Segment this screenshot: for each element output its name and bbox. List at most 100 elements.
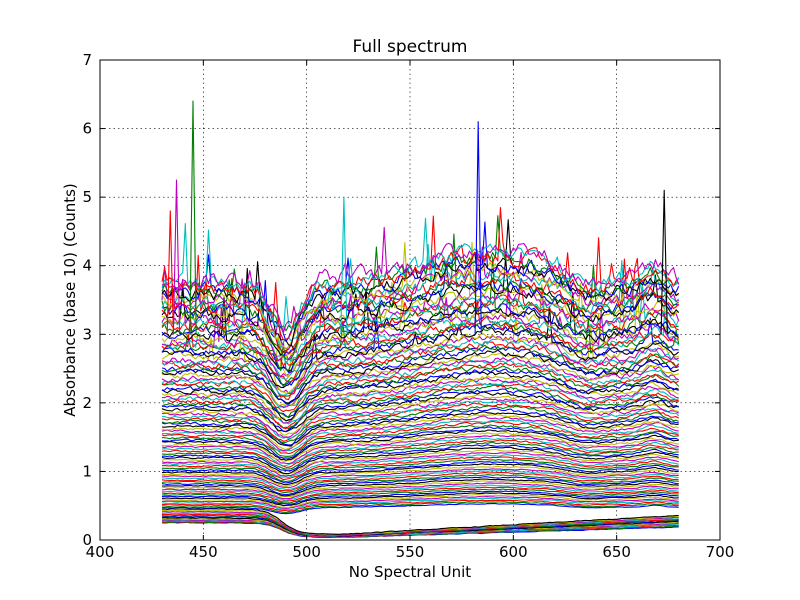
series-line: [161, 441, 679, 470]
x-tick-label: 500: [292, 543, 321, 561]
x-tick-label: 600: [499, 543, 528, 561]
series-line: [161, 501, 679, 514]
series-line: [161, 408, 679, 446]
series-line: [161, 432, 679, 462]
series-line: [161, 283, 680, 378]
series-line: [161, 494, 679, 508]
series-line: [161, 384, 679, 430]
series-line: [161, 419, 679, 452]
series-line: [161, 476, 679, 496]
series-line: [161, 317, 680, 387]
series-line: [161, 499, 679, 512]
y-axis-label: Absorbance (base 10) (Counts): [61, 183, 79, 417]
series-line: [161, 207, 680, 341]
series-line: [161, 246, 679, 350]
series-line: [161, 362, 680, 413]
series-line: [161, 448, 679, 475]
series-line: [161, 221, 680, 342]
series-line: [161, 349, 679, 404]
series-line: [161, 437, 679, 467]
x-axis-label: No Spectral Unit: [349, 563, 472, 581]
peak-spike: [189, 100, 197, 335]
peak-spike: [340, 196, 348, 335]
x-tick-label: 450: [189, 543, 218, 561]
series-line: [161, 377, 679, 424]
y-tick-labels: 0 1 2 3 4 5 6 7: [82, 51, 92, 549]
y-tick-label: 0: [82, 531, 92, 549]
series-line: [161, 488, 679, 504]
series-line: [161, 454, 679, 478]
series-line: [161, 341, 680, 400]
series-line: [161, 474, 679, 494]
series-line: [161, 490, 679, 505]
series-line: [161, 469, 679, 491]
series-line: [161, 429, 679, 461]
x-tick-labels: 400 450 500 550 600 650 700: [86, 543, 735, 561]
series-line: [161, 226, 680, 333]
series-line: [161, 305, 680, 389]
series-line: [162, 502, 679, 515]
series-line: [161, 511, 679, 536]
y-tick-label: 6: [82, 120, 92, 138]
series-line: [161, 465, 679, 488]
series-line: [161, 352, 679, 407]
series-line: [161, 482, 679, 500]
y-tick-label: 5: [82, 188, 92, 206]
series-line: [161, 335, 679, 395]
series-line: [161, 282, 680, 365]
series-line: [161, 486, 679, 502]
series-line: [161, 458, 679, 483]
series-line: [161, 484, 679, 501]
series-line: [161, 434, 679, 465]
y-tick-label: 2: [82, 394, 92, 412]
series-line: [161, 359, 679, 408]
peak-spike: [474, 121, 482, 335]
series-line: [161, 278, 679, 367]
x-tick-label: 700: [706, 543, 735, 561]
series-line: [161, 495, 679, 510]
series-line: [161, 313, 679, 394]
y-tick-label: 3: [82, 325, 92, 343]
series-line: [161, 394, 679, 436]
x-tick-label: 650: [602, 543, 631, 561]
chart-title: Full spectrum: [353, 37, 468, 57]
x-tick-label: 550: [396, 543, 425, 561]
series-line: [161, 456, 679, 481]
series-line: [161, 508, 679, 535]
series-line: [161, 463, 679, 486]
series-line: [161, 400, 680, 439]
series-line: [162, 497, 679, 511]
series-line: [161, 460, 679, 484]
ticks: [99, 59, 721, 541]
series-line: [161, 468, 679, 489]
series-line: [162, 492, 679, 507]
series-group: [161, 100, 680, 539]
y-tick-label: 7: [82, 51, 92, 69]
y-tick-label: 4: [82, 257, 92, 275]
series-line: [161, 478, 679, 497]
series-line: [161, 244, 680, 349]
series-line: [161, 424, 679, 457]
series-line: [161, 480, 679, 498]
peak-spike: [166, 210, 174, 335]
series-line: [161, 371, 679, 422]
series-line: [161, 292, 680, 381]
series-line: [161, 368, 679, 419]
y-tick-label: 1: [82, 462, 92, 480]
series-line: [161, 415, 679, 452]
series-line: [161, 471, 679, 492]
series-line: [161, 344, 680, 397]
series-line: [161, 446, 679, 475]
series-line: [161, 420, 679, 455]
series-line: [161, 256, 680, 356]
series-line: [161, 241, 679, 359]
x-tick-label: 400: [86, 543, 115, 561]
series-line: [161, 451, 679, 477]
series-line: [161, 380, 679, 425]
peak-spike: [172, 179, 181, 335]
series-line: [161, 426, 679, 459]
series-line: [161, 217, 680, 334]
peak-spike: [660, 189, 668, 335]
series-line: [161, 404, 679, 444]
